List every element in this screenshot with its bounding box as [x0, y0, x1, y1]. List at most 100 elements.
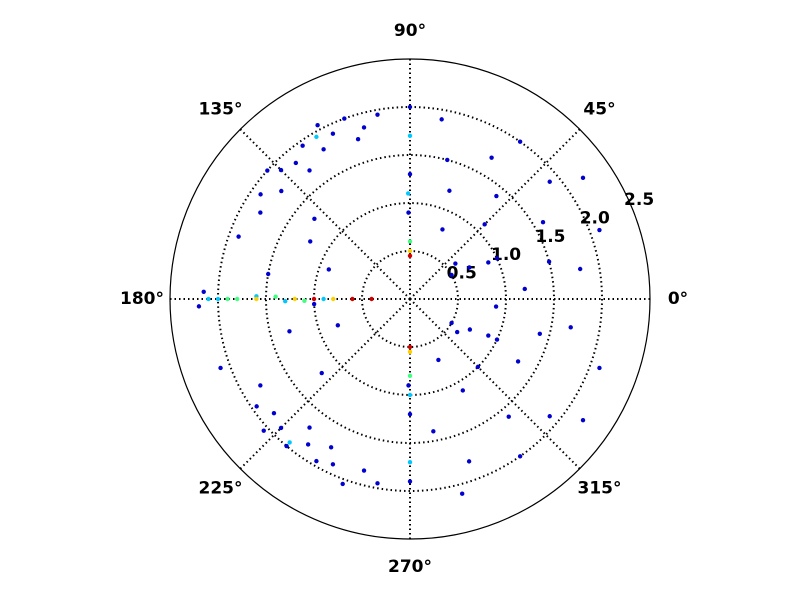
point	[449, 320, 454, 326]
point	[406, 383, 411, 388]
point	[284, 443, 289, 449]
point	[308, 239, 313, 244]
point	[326, 267, 332, 272]
r-tick-label: 1.5	[535, 227, 565, 247]
theta-tick-label: 0°	[668, 289, 688, 309]
point	[439, 117, 444, 122]
point	[314, 458, 319, 464]
grid-spoke	[239, 298, 411, 470]
point	[515, 359, 521, 364]
point	[287, 440, 292, 445]
point	[597, 365, 602, 371]
point	[407, 239, 413, 244]
theta-tick-label: 225°	[198, 479, 242, 499]
point	[407, 392, 413, 398]
point	[340, 481, 345, 487]
theta-tick-label: 90°	[394, 21, 426, 41]
point	[258, 210, 263, 215]
point	[506, 414, 511, 419]
point	[546, 259, 552, 264]
point	[577, 266, 583, 272]
point	[283, 298, 288, 304]
point	[335, 323, 341, 328]
point	[319, 370, 324, 376]
point	[537, 331, 543, 336]
r-tick-label: 2.0	[580, 208, 610, 228]
point	[293, 160, 299, 166]
grid-circle	[217, 106, 603, 492]
point	[206, 296, 211, 302]
point	[486, 260, 491, 265]
point	[265, 271, 271, 277]
grid-spoke	[409, 128, 581, 300]
point	[547, 179, 552, 184]
point	[314, 134, 319, 140]
point	[407, 460, 413, 465]
point	[361, 468, 367, 473]
point	[279, 188, 284, 194]
point	[258, 383, 263, 388]
point	[475, 364, 481, 370]
r-tick-label: 2.5	[624, 190, 654, 210]
point	[453, 261, 458, 266]
point	[361, 125, 367, 130]
point	[407, 349, 413, 354]
point	[225, 296, 230, 302]
point	[271, 410, 277, 416]
point	[315, 123, 320, 128]
point	[201, 289, 206, 294]
point	[405, 191, 411, 196]
point	[597, 227, 602, 233]
point	[436, 357, 441, 363]
grid-spoke	[409, 298, 581, 470]
point	[287, 329, 292, 334]
point	[482, 222, 487, 227]
point	[254, 296, 259, 302]
point	[445, 157, 450, 163]
theta-tick-label: 135°	[198, 99, 242, 119]
point	[494, 337, 500, 342]
point	[312, 216, 317, 221]
point	[302, 298, 307, 304]
point	[292, 296, 297, 302]
point	[580, 417, 586, 423]
point	[407, 172, 413, 177]
r-tick-label: 1.0	[491, 245, 521, 265]
point	[407, 344, 413, 350]
point	[407, 479, 413, 484]
point	[466, 459, 472, 464]
point	[330, 462, 336, 467]
point	[440, 227, 445, 232]
point	[407, 412, 413, 417]
point	[261, 428, 266, 433]
point	[454, 329, 460, 335]
point	[196, 304, 202, 309]
point	[449, 272, 454, 278]
point	[406, 210, 411, 215]
point	[328, 445, 334, 450]
point	[307, 168, 312, 173]
point	[517, 139, 523, 144]
point	[467, 265, 472, 270]
point	[494, 256, 500, 261]
point	[568, 325, 573, 330]
point	[330, 131, 336, 136]
theta-tick-label: 45°	[583, 99, 615, 119]
point	[258, 192, 263, 197]
point	[540, 220, 546, 225]
point	[580, 175, 586, 181]
point	[467, 327, 473, 332]
point	[273, 294, 278, 299]
point	[369, 296, 374, 302]
point	[517, 454, 523, 459]
point	[278, 167, 284, 173]
point	[547, 414, 552, 419]
point	[407, 253, 413, 258]
point	[254, 404, 259, 409]
point	[300, 143, 305, 148]
theta-tick-label: 180°	[120, 289, 164, 309]
point	[459, 491, 465, 496]
point	[311, 301, 317, 307]
point	[355, 137, 361, 142]
